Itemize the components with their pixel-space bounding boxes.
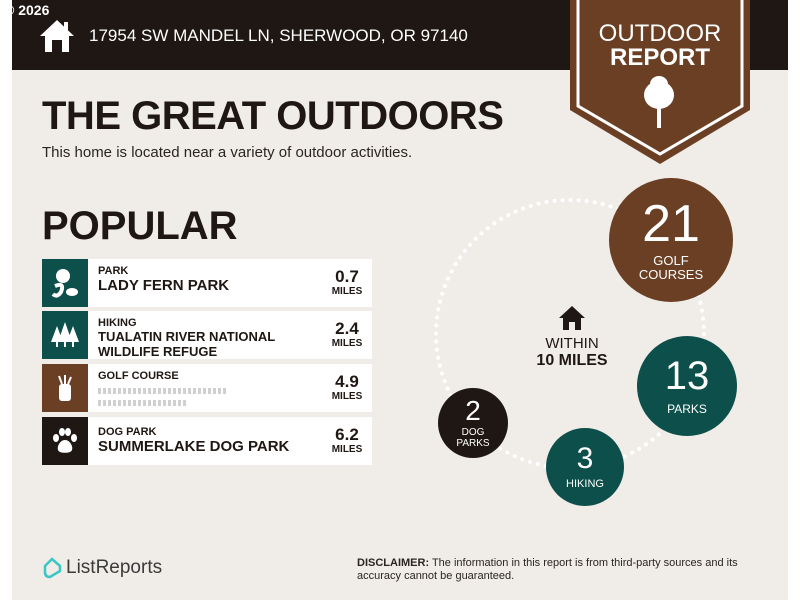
list-item-park: PARK LADY FERN PARK 0.7 MILES — [42, 259, 372, 307]
badge-line1: OUTDOOR — [598, 20, 722, 47]
count-value: 2 — [465, 395, 481, 426]
disclaimer-label: DISCLAIMER: — [357, 557, 430, 569]
listreports-logo-icon — [43, 557, 62, 579]
copyright: © 2026 — [4, 2, 50, 18]
dog-parks-count: 2 DOG PARKS — [438, 388, 508, 458]
count-label: DOG PARKS — [456, 427, 490, 449]
trees-icon — [42, 311, 88, 359]
list-item-hiking: HIKING TUALATIN RIVER NATIONAL WILDLIFE R… — [42, 311, 372, 359]
item-distance: 4.9 — [335, 372, 359, 391]
item-category: DOG PARK — [98, 426, 157, 438]
property-address: 17954 SW MANDEL LN, SHERWOOD, OR 97140 — [89, 26, 468, 45]
count-value: 3 — [576, 442, 594, 475]
item-distance: 2.4 — [335, 319, 359, 338]
golf-courses-count: 21 GOLF COURSES — [609, 178, 733, 302]
item-name: TUALATIN RIVER NATIONAL WILDLIFE REFUGE — [98, 329, 275, 359]
page-subtitle: This home is located near a variety of o… — [42, 144, 413, 161]
page-title: THE GREAT OUTDOORS — [42, 94, 504, 138]
item-name-obscured — [98, 388, 228, 394]
parks-count: 13 PARKS — [637, 336, 737, 436]
list-item-dog-park: DOG PARK SUMMERLAKE DOG PARK 6.2 MILES — [42, 417, 372, 465]
item-name: LADY FERN PARK — [98, 277, 230, 294]
disclaimer-text: The information in this report is from t… — [357, 557, 738, 582]
item-distance: 0.7 — [335, 267, 359, 286]
home-icon — [40, 20, 74, 52]
count-label: GOLF COURSES — [638, 253, 704, 282]
badge-line2: REPORT — [609, 44, 710, 71]
count-value: 13 — [664, 354, 710, 398]
brand-name: ListReports — [66, 557, 163, 578]
item-category: HIKING — [98, 317, 137, 329]
within-line1: WITHIN — [545, 335, 599, 352]
home-icon — [559, 306, 585, 330]
item-category: GOLF COURSE — [98, 370, 179, 382]
item-unit: MILES — [331, 391, 363, 402]
item-unit: MILES — [331, 444, 363, 455]
park-icon — [42, 259, 88, 307]
paw-icon — [42, 417, 88, 465]
item-distance: 6.2 — [335, 425, 359, 444]
item-unit: MILES — [331, 338, 363, 349]
disclaimer: DISCLAIMER: The information in this repo… — [357, 557, 777, 583]
count-label: HIKING — [566, 478, 604, 490]
count-label: PARKS — [667, 402, 707, 416]
listreports-logo: ListReports — [42, 557, 162, 579]
within-label: WITHIN 10 MILES — [520, 305, 624, 370]
tree-icon — [644, 76, 674, 128]
list-item-golf: GOLF COURSE 4.9 MILES — [42, 364, 372, 412]
popular-heading: POPULAR — [42, 204, 238, 248]
count-value: 21 — [642, 195, 700, 253]
golf-bag-icon — [42, 364, 88, 412]
item-category: PARK — [98, 265, 129, 277]
item-name: SUMMERLAKE DOG PARK — [98, 438, 290, 455]
outdoor-report-badge — [570, 0, 750, 164]
hiking-count: 3 HIKING — [546, 428, 624, 506]
within-line2: 10 MILES — [536, 352, 608, 369]
item-unit: MILES — [331, 286, 363, 297]
